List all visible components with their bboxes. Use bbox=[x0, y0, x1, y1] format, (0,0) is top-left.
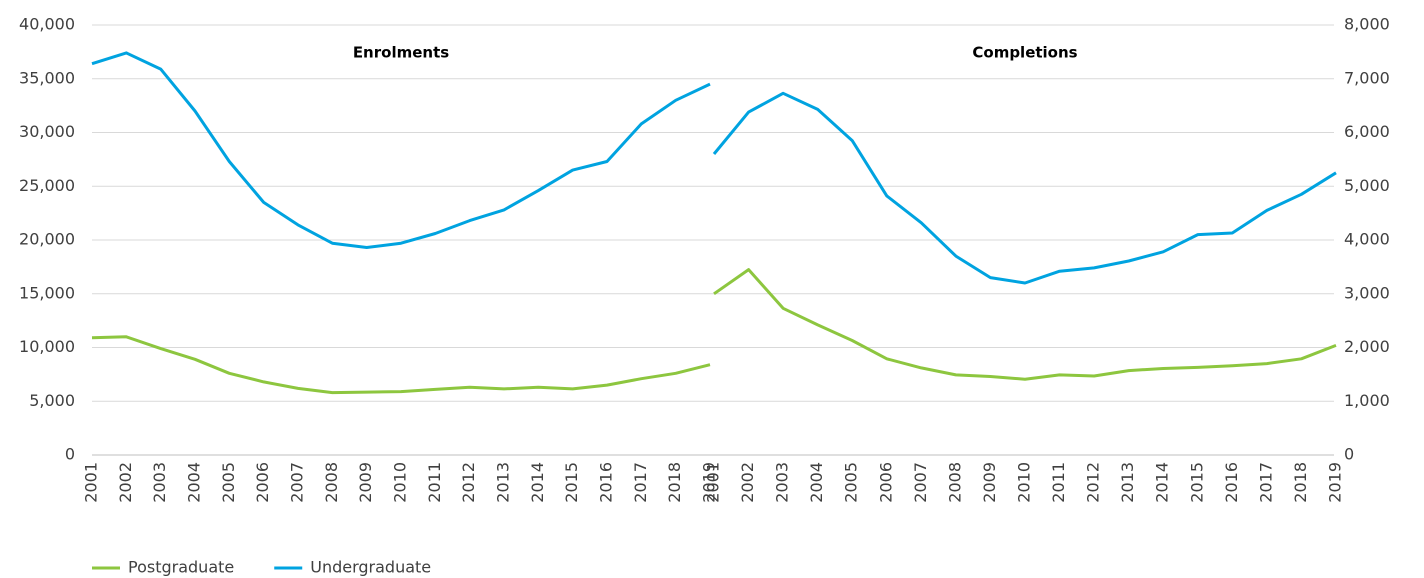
x-tick-label: 2013 bbox=[1118, 462, 1137, 503]
x-tick-label: 2007 bbox=[288, 462, 307, 503]
x-tick-label: 2017 bbox=[631, 462, 650, 503]
x-tick-label: 2005 bbox=[842, 462, 861, 503]
y-tick-label: 30,000 bbox=[19, 122, 75, 141]
line-series bbox=[712, 91, 1337, 285]
y2-tick-label: 2,000 bbox=[1344, 337, 1390, 356]
y-tick-label: 35,000 bbox=[19, 68, 75, 87]
y-tick-label: 20,000 bbox=[19, 230, 75, 249]
x-tick-label: 2001 bbox=[82, 462, 101, 503]
x-tick-label: 2002 bbox=[116, 462, 135, 503]
x-tick-label: 2008 bbox=[945, 462, 964, 503]
y2-tick-label: 3,000 bbox=[1344, 283, 1390, 302]
x-tick-label: 2015 bbox=[562, 462, 581, 503]
line-series bbox=[713, 268, 1337, 381]
x-tick-label: 2006 bbox=[876, 462, 895, 503]
y2-tick-label: 0 bbox=[1344, 445, 1354, 464]
x-tick-label: 2013 bbox=[494, 462, 513, 503]
x-tick-label: 2009 bbox=[980, 462, 999, 503]
x-tick-label: 2004 bbox=[807, 462, 826, 503]
x-tick-label: 2015 bbox=[1187, 462, 1206, 503]
x-tick-label: 2002 bbox=[738, 462, 757, 503]
x-tick-label: 2010 bbox=[391, 462, 410, 503]
x-tick-label: 2010 bbox=[1015, 462, 1034, 503]
panel-title: Completions bbox=[972, 44, 1077, 62]
x-tick-label: 2006 bbox=[253, 462, 272, 503]
y2-tick-label: 1,000 bbox=[1344, 391, 1390, 410]
x-tick-label: 2011 bbox=[425, 462, 444, 503]
y-tick-label: 10,000 bbox=[19, 337, 75, 356]
x-tick-label: 2012 bbox=[1084, 462, 1103, 503]
y2-tick-label: 8,000 bbox=[1344, 15, 1390, 34]
x-tick-label: 2007 bbox=[911, 462, 930, 503]
x-tick-label: 2008 bbox=[322, 462, 341, 503]
line-series bbox=[91, 51, 711, 249]
y-tick-label: 15,000 bbox=[19, 283, 75, 302]
x-tick-label: 2011 bbox=[1049, 462, 1068, 503]
x-tick-label: 2016 bbox=[597, 462, 616, 503]
x-tick-label: 2009 bbox=[356, 462, 375, 503]
x-tick-label: 2001 bbox=[704, 462, 723, 503]
y2-tick-label: 7,000 bbox=[1344, 68, 1390, 87]
x-tick-label: 2016 bbox=[1222, 462, 1241, 503]
x-tick-label: 2017 bbox=[1256, 462, 1275, 503]
panel-title: Enrolments bbox=[353, 44, 449, 62]
y-tick-label: 5,000 bbox=[29, 391, 75, 410]
x-tick-label: 2005 bbox=[219, 462, 238, 503]
x-tick-label: 2014 bbox=[528, 462, 547, 503]
y-tick-label: 25,000 bbox=[19, 176, 75, 195]
legend-label: Undergraduate bbox=[310, 558, 431, 577]
x-tick-label: 2003 bbox=[150, 462, 169, 503]
x-tick-label: 2018 bbox=[665, 462, 684, 503]
x-tick-label: 2019 bbox=[700, 462, 719, 503]
y2-tick-label: 6,000 bbox=[1344, 122, 1390, 141]
x-tick-label: 2012 bbox=[459, 462, 478, 503]
y-tick-label: 40,000 bbox=[19, 15, 75, 34]
legend-label: Postgraduate bbox=[128, 558, 234, 577]
y-tick-label: 0 bbox=[65, 445, 75, 464]
x-tick-label: 2019 bbox=[1326, 462, 1345, 503]
x-tick-label: 2004 bbox=[185, 462, 204, 503]
y2-tick-label: 4,000 bbox=[1344, 230, 1390, 249]
x-tick-label: 2014 bbox=[1153, 462, 1172, 503]
x-tick-label: 2003 bbox=[773, 462, 792, 503]
y2-tick-label: 5,000 bbox=[1344, 176, 1390, 195]
x-tick-label: 2018 bbox=[1291, 462, 1310, 503]
line-series bbox=[91, 335, 711, 395]
